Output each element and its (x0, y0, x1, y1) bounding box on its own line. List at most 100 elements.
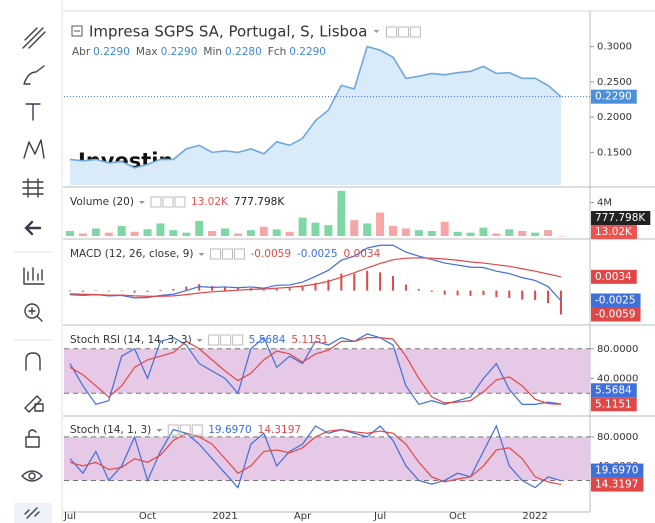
pane-control[interactable] (191, 424, 203, 436)
y-tick-label: 80.0000 (597, 344, 638, 355)
histogram-bar (482, 290, 485, 296)
axis-tag-label: 14.3197 (595, 479, 638, 491)
x-tick-label: Jul (373, 511, 386, 522)
tool-pattern[interactable] (23, 139, 45, 159)
pane-control[interactable] (385, 26, 397, 38)
pane-control[interactable] (397, 26, 409, 38)
pane-control[interactable] (208, 334, 220, 346)
tool-lock[interactable] (25, 429, 40, 448)
histogram-bar (327, 279, 330, 291)
volume-bar (505, 229, 514, 236)
volume-bar (233, 233, 242, 236)
histogram-bar (379, 272, 382, 291)
pane-control[interactable] (167, 424, 179, 436)
pane-dropdown (198, 253, 205, 256)
tool-lock-draw[interactable] (24, 395, 44, 413)
tool-measure[interactable] (22, 178, 44, 198)
pane-value: 5.1151 (291, 334, 328, 346)
chart-title: Impresa SGPS SA, Portugal, S, Lisboa (89, 23, 367, 41)
pane-value: 19.6970 (208, 424, 251, 436)
histogram-bar (508, 290, 511, 298)
volume-bar (78, 233, 87, 236)
frame (63, 10, 655, 513)
volume-bar (544, 230, 553, 236)
pane-control[interactable] (174, 196, 186, 208)
histogram-bar (133, 290, 136, 293)
volume-bar (285, 231, 294, 236)
pane-control[interactable] (179, 424, 191, 436)
histogram-bar (456, 290, 459, 296)
tool-magnet[interactable] (25, 352, 41, 371)
pane-control[interactable] (150, 196, 162, 208)
pane-control[interactable] (232, 334, 244, 346)
collapse-icon[interactable] (71, 25, 83, 37)
pane: MACD (12, 26, close, 9) -0.0059 -0.0025 0.0… (69, 244, 641, 322)
histogram-bar (172, 288, 175, 291)
histogram-bar (224, 286, 227, 291)
histogram-bar (340, 273, 343, 291)
histogram-bar (417, 288, 420, 291)
histogram-bar (443, 290, 446, 295)
histogram-bar (211, 286, 214, 291)
y-tick-label: 0.2000 (597, 112, 632, 123)
pane-title: MACD (12, 26, close, 9) (70, 248, 193, 260)
tool-indicators[interactable] (23, 267, 45, 285)
pane-control[interactable] (220, 334, 232, 346)
pane-control[interactable] (409, 26, 421, 38)
volume-bar (195, 220, 204, 236)
pane-control[interactable] (209, 248, 221, 260)
toolbar (14, 0, 63, 523)
price-line (69, 45, 562, 169)
axis-tag (591, 225, 637, 239)
indicator-line (69, 257, 562, 297)
pane: 4M Volume (20) 13.02K 777.798K 13.02K 777.798… (66, 190, 651, 239)
volume-bar (259, 226, 268, 236)
y-tick-label: 40.0000 (597, 373, 638, 384)
histogram-bar (559, 290, 562, 315)
histogram-bar (534, 290, 537, 300)
pane-control[interactable] (221, 248, 233, 260)
histogram-bar (495, 290, 498, 298)
ohlc-name: Fch (268, 46, 286, 58)
volume-bar (350, 220, 359, 236)
volume-bar (324, 225, 333, 236)
histogram-bar (353, 273, 356, 291)
axis-tag (591, 307, 641, 322)
pane: 0.3000 0.2500 0.2000 0.1500 Impresa SGPS SA,… (64, 23, 637, 186)
tool-link[interactable] (14, 503, 52, 523)
pane-value: -0.0059 (250, 248, 291, 260)
pane-dropdown (196, 339, 203, 342)
volume-bar (427, 230, 436, 236)
volume-bar (363, 223, 372, 236)
pane-control[interactable] (162, 196, 174, 208)
tool-text[interactable] (25, 103, 41, 121)
volume-bar (337, 190, 346, 236)
tool-back[interactable] (24, 220, 42, 236)
pane-control[interactable] (233, 248, 245, 260)
volume-bar (414, 230, 423, 236)
ohlc-value: 0.2290 (93, 46, 130, 58)
y-tick-label: 0.2500 (597, 77, 632, 88)
axis-tag-label: 13.02K (595, 226, 633, 238)
axis-tag-label: 0.2290 (595, 91, 632, 103)
tool-visibility[interactable] (21, 470, 43, 482)
tool-brush[interactable] (23, 65, 45, 85)
volume-bar (182, 232, 191, 236)
histogram-bar (547, 290, 550, 304)
histogram-bar (107, 290, 110, 292)
ohlc-name: Max (136, 46, 158, 58)
axis-tag (591, 269, 637, 284)
axis-tag-label: -0.0059 (595, 308, 636, 320)
volume-bar (221, 228, 230, 236)
axis-tag (591, 397, 637, 412)
price-area (70, 46, 561, 186)
histogram-bar (94, 290, 97, 292)
tool-zoom[interactable] (24, 303, 43, 322)
volume-bar (531, 232, 540, 236)
tool-lines[interactable] (22, 27, 46, 49)
axis-tag (591, 211, 651, 225)
indicator-line (69, 429, 562, 486)
volume-bar (208, 230, 217, 236)
